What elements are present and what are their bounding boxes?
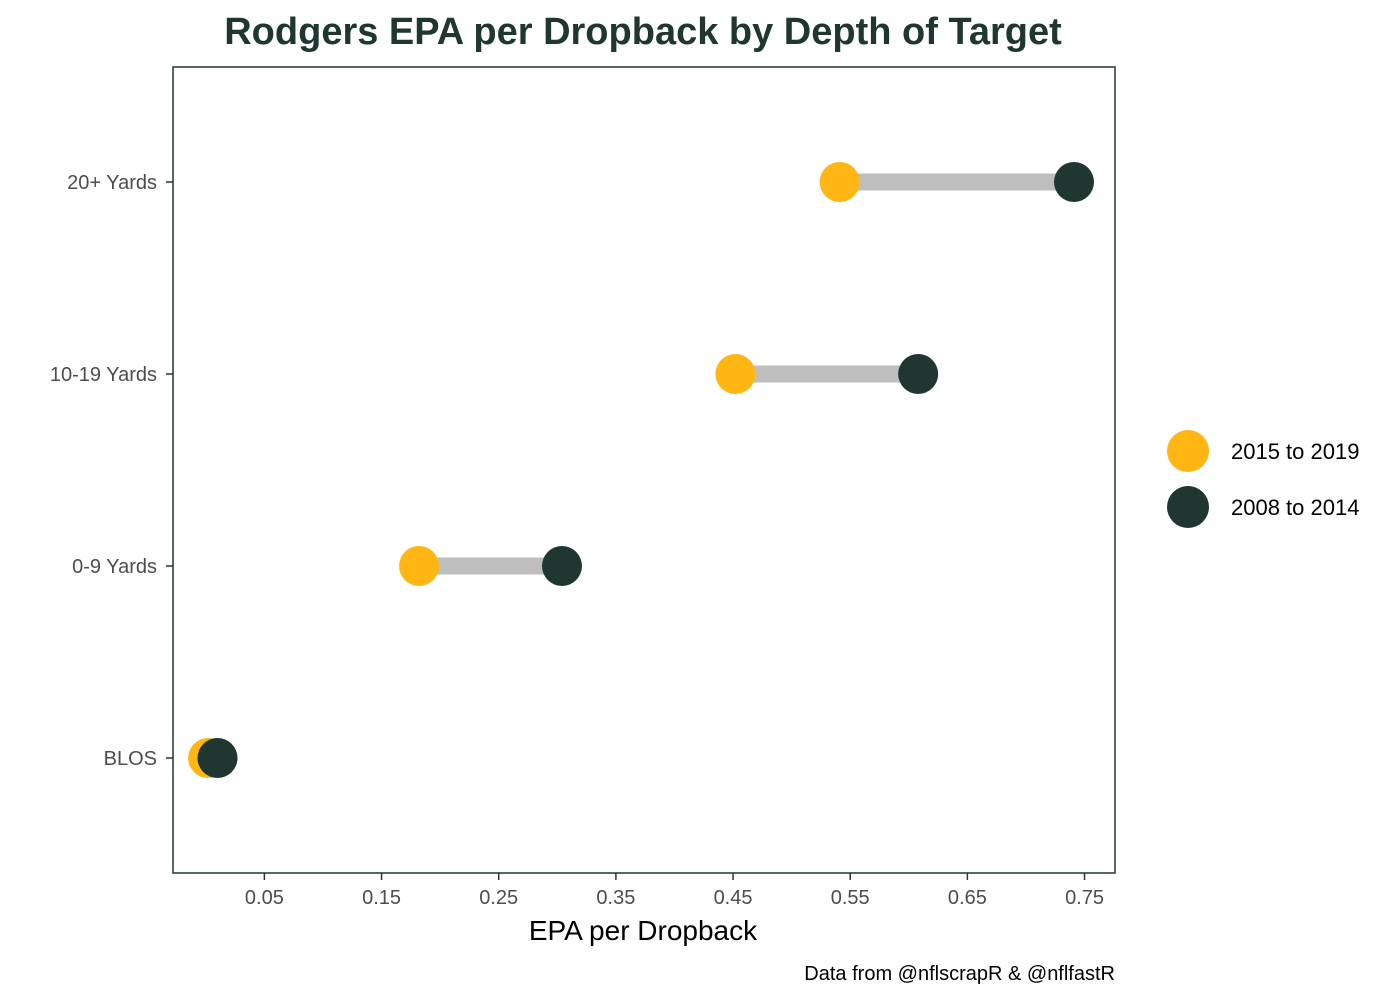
data-points [188, 162, 1094, 778]
x-tick-label: 0.75 [1065, 887, 1104, 909]
x-tick-label: 0.65 [948, 887, 987, 909]
x-tick-label: 0.55 [831, 887, 870, 909]
legend-swatch [1167, 430, 1209, 472]
chart-title: Rodgers EPA per Dropback by Depth of Tar… [224, 11, 1062, 53]
x-axis: 0.05 0.15 0.25 0.35 0.45 0.55 0.65 0.75 [245, 873, 1104, 909]
y-tick-label: 10-19 Yards [50, 364, 157, 386]
data-point [715, 354, 756, 394]
y-axis: 20+ Yards 10-19 Yards 0-9 Yards BLOS [50, 172, 173, 770]
plot-panel [172, 66, 1116, 874]
x-tick-label: 0.25 [479, 887, 518, 909]
x-tick-label: 0.05 [245, 887, 284, 909]
x-axis-title: EPA per Dropback [529, 915, 758, 946]
legend-swatch [1167, 486, 1209, 528]
data-point [399, 546, 440, 586]
y-tick-label: 0-9 Yards [72, 556, 157, 578]
x-tick-label: 0.15 [362, 887, 401, 909]
x-tick-label: 0.35 [596, 887, 635, 909]
x-tick-label: 0.45 [714, 887, 753, 909]
data-point [819, 162, 860, 202]
data-point [1053, 162, 1094, 202]
legend-label: 2008 to 2014 [1231, 495, 1359, 520]
data-point [898, 354, 939, 394]
legend-label: 2015 to 2019 [1231, 439, 1359, 464]
data-point [197, 738, 238, 778]
y-tick-label: 20+ Yards [67, 172, 157, 194]
caption: Data from @nflscrapR & @nflfastR [804, 963, 1115, 985]
data-point [541, 546, 582, 586]
y-tick-label: BLOS [104, 748, 157, 770]
legend: 2015 to 2019 2008 to 2014 [1167, 430, 1359, 528]
